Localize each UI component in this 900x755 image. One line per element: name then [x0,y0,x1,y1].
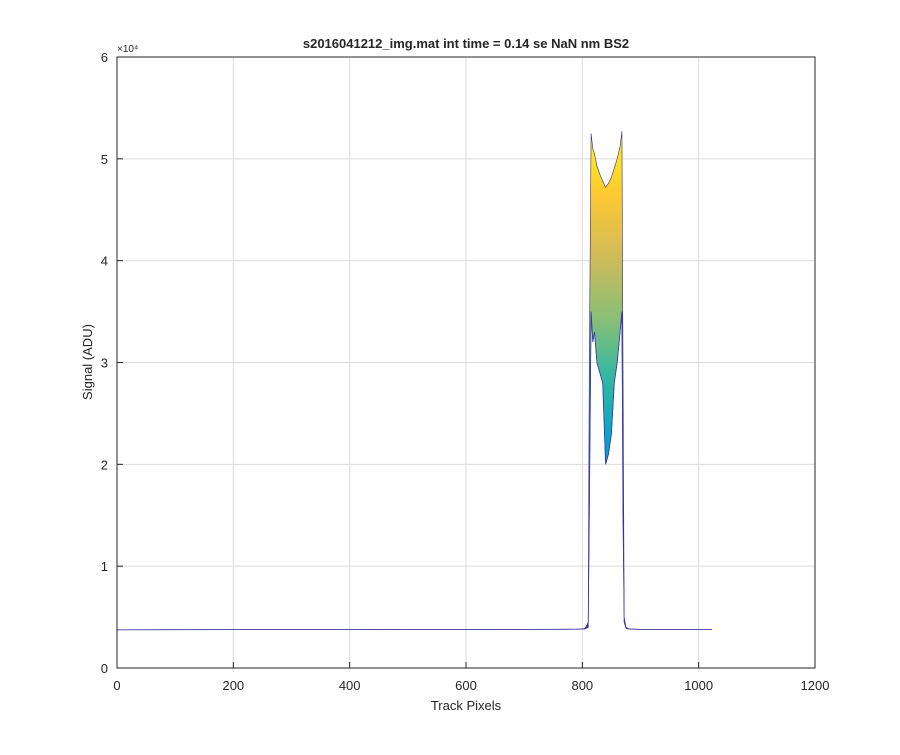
chart-title: s2016041212_img.mat int time = 0.14 se N… [303,36,629,51]
y-axis-exponent: ×10⁴ [117,44,138,55]
data-series [116,131,712,631]
x-tick-label: 800 [571,678,593,693]
y-tick-label: 2 [101,457,108,472]
x-tick-label: 0 [113,678,120,693]
x-axis-label: Track Pixels [431,698,502,713]
y-tick-label: 3 [101,356,108,371]
x-tick-label: 200 [222,678,244,693]
x-tick-label: 1200 [801,678,830,693]
x-axis: 0 200 400 600 800 1000 1200 [113,662,829,693]
x-tick-label: 400 [339,678,361,693]
y-tick-label: 0 [101,661,108,676]
grid [117,57,815,668]
y-axis-label: Signal (ADU) [80,324,95,400]
y-tick-label: 1 [101,559,108,574]
x-tick-label: 1000 [684,678,713,693]
y-tick-label: 5 [101,152,108,167]
y-tick-label: 4 [101,254,108,269]
baseline-line [116,311,712,631]
x-tick-label: 600 [455,678,477,693]
y-tick-label: 6 [101,50,108,65]
y-axis: 0 1 2 3 4 5 6 [101,50,123,676]
